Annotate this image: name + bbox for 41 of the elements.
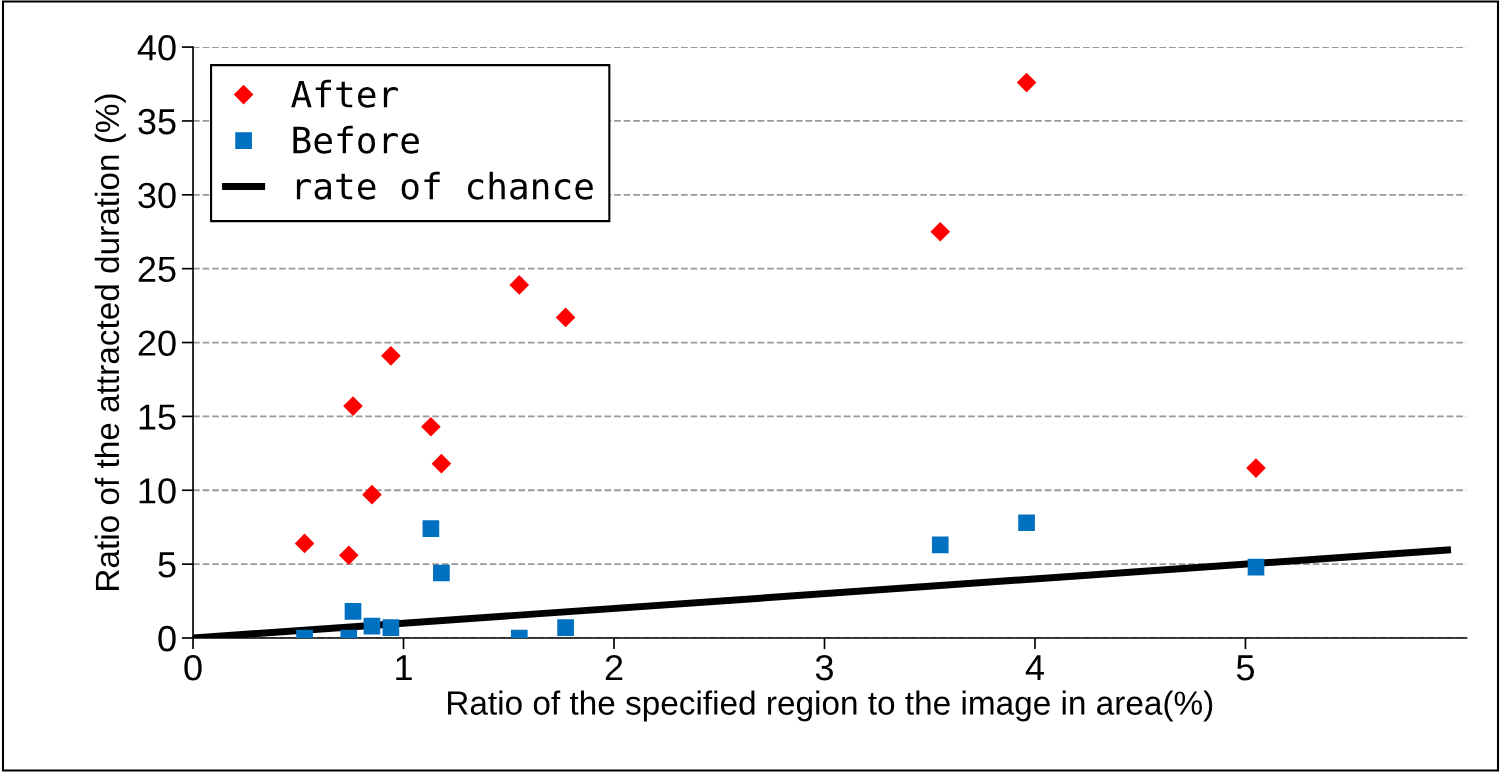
point [381,346,401,366]
point [1247,558,1265,576]
x-tick-label: 4 [1025,655,1044,681]
y-tick-label: 0 [158,625,176,652]
y-tick-label: 5 [158,552,176,578]
point [422,520,440,538]
legend-label: Before [293,125,419,154]
x-axis-title: Ratio of the specified region to the image in area(%) [448,690,1213,722]
point [1246,458,1266,478]
point [1018,514,1035,532]
y-tick-label: 35 [138,108,176,135]
x-tick-label: 5 [1236,655,1254,681]
point [931,536,949,554]
point [339,545,359,565]
point [557,619,574,636]
x-tick-label: 2 [605,654,623,681]
x-tick-label: 0 [184,654,202,681]
y-tick-label: 15 [139,404,176,430]
point [295,533,315,553]
y-tick-label: 40 [137,34,176,61]
point [556,307,576,327]
y-axis-title: Ratio of the attracted duration (%) [94,94,126,590]
y-tick-label: 10 [139,478,176,504]
point [362,485,382,505]
legend-label: rate of chance [296,171,593,200]
x-tick-label: 1 [396,655,412,681]
point [421,417,441,437]
y-tick-label: 30 [138,182,176,209]
point [363,617,381,635]
point [930,222,950,242]
point [433,564,450,582]
y-tick-label: 25 [138,256,176,283]
legend-label: After [291,79,398,108]
y-tick-label: 20 [138,330,176,356]
x-tick-label: 3 [815,654,833,681]
point [1017,73,1037,93]
point [343,396,363,416]
point [382,619,400,636]
point [344,603,362,620]
point [509,275,529,295]
point [431,454,451,474]
